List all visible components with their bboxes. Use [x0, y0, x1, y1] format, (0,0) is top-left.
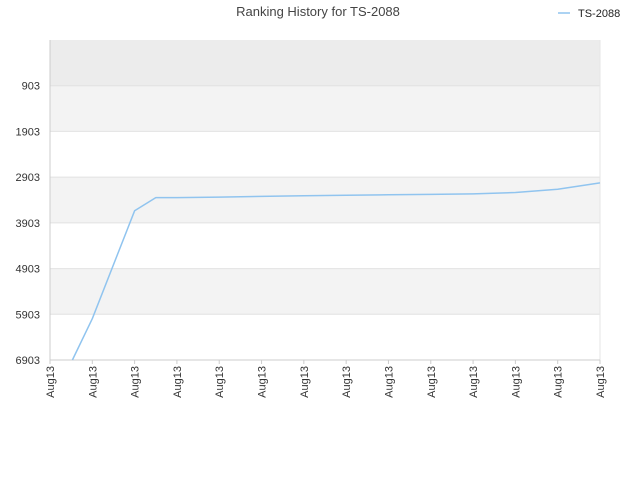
y-tick-label: 2903: [16, 172, 40, 184]
x-tick-label: Aug13: [299, 366, 311, 398]
legend-label: TS-2088: [578, 8, 620, 20]
x-tick-label: Aug13: [172, 366, 184, 398]
legend[interactable]: TS-2088: [558, 8, 620, 20]
plot-background-bands: [50, 40, 600, 360]
y-tick-labels: 903 1903 2903 3903 4903 5903 6903: [16, 81, 40, 367]
x-tick-labels: Aug13 Aug13 Aug13 Aug13 Aug13 Aug13 Aug13 Aug13…: [45, 360, 607, 398]
x-tick-label: Aug13: [383, 366, 395, 398]
plot-band: [50, 131, 600, 178]
axes: [49, 40, 601, 361]
plot-band: [50, 40, 600, 86]
x-tick-label: Aug13: [45, 366, 57, 398]
plot-band: [50, 85, 600, 132]
x-tick-label: Aug13: [510, 366, 522, 398]
x-tick-label: Aug13: [130, 366, 142, 398]
plot-band: [50, 222, 600, 269]
plot-band: [50, 177, 600, 223]
y-tick-label: 5903: [16, 309, 40, 321]
plot-band: [50, 314, 600, 360]
x-tick-label: Aug13: [257, 366, 269, 398]
x-tick-label: Aug13: [426, 366, 438, 398]
y-tick-label: 1903: [16, 126, 40, 138]
plot-band: [50, 268, 600, 315]
series-line-ts-2088[interactable]: [71, 182, 601, 361]
x-tick-label: Aug13: [595, 366, 607, 398]
x-tick-label: Aug13: [468, 366, 480, 398]
series-layer: [71, 182, 601, 361]
y-tick-label: 3903: [16, 218, 40, 230]
x-tick-label: Aug13: [87, 366, 99, 398]
chart-title: Ranking History for TS-2088: [236, 4, 400, 19]
x-tick-label: Aug13: [214, 366, 226, 398]
y-tick-label: 4903: [16, 264, 40, 276]
y-tick-label: 903: [22, 81, 40, 93]
x-tick-label: Aug13: [341, 366, 353, 398]
x-tick-label: Aug13: [553, 366, 565, 398]
y-tick-label: 6903: [16, 355, 40, 367]
